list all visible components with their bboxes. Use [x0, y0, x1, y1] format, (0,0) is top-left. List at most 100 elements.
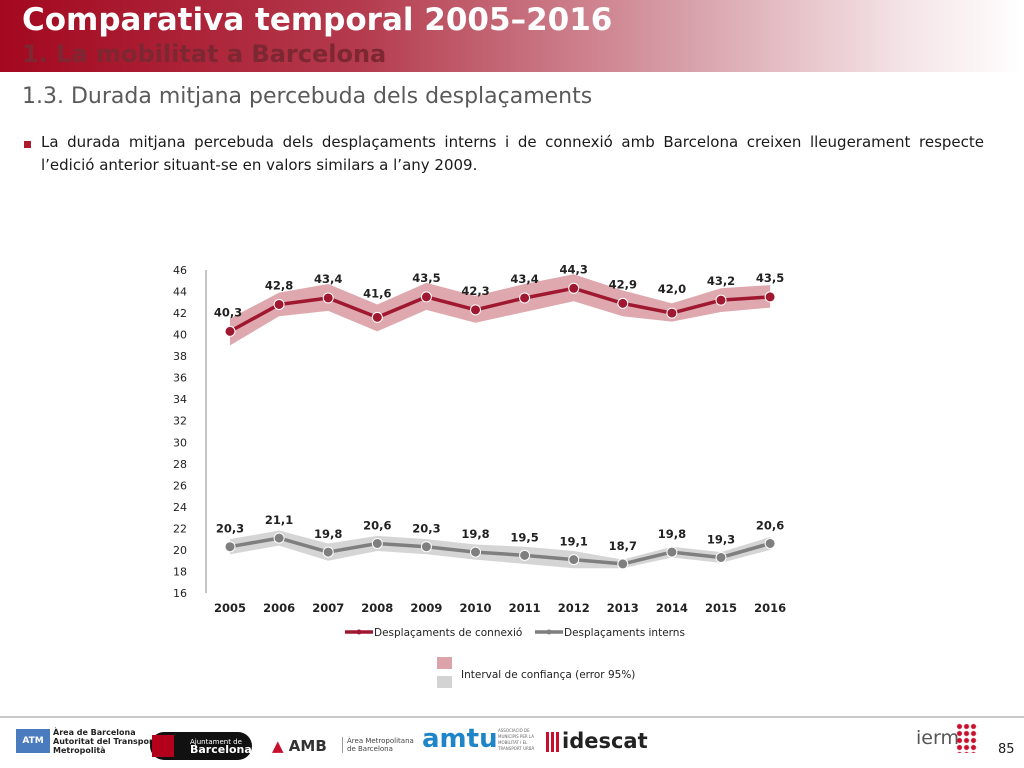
confidence-band-1: [230, 530, 771, 569]
data-point: [371, 537, 383, 549]
atm-line-1: Àrea de Barcelona: [53, 728, 136, 737]
data-label: 21,1: [265, 513, 293, 527]
ajuntament-big: Barcelona: [190, 743, 252, 756]
data-label: 19,3: [707, 532, 735, 546]
y-tick-label: 42: [173, 307, 187, 320]
x-tick-label: 2014: [656, 601, 688, 615]
ci-legend-swatch-interns: [437, 676, 452, 688]
y-tick-label: 20: [173, 544, 187, 557]
page-subtitle: 1. La mobilitat a Barcelona: [22, 40, 387, 68]
data-point: [519, 549, 531, 561]
ajuntament-shield-icon: [152, 735, 174, 757]
data-label: 43,4: [510, 272, 538, 286]
data-point: [322, 292, 334, 304]
amb-description: Àrea Metropolitana de Barcelona: [342, 737, 414, 753]
data-label: 43,2: [707, 274, 735, 288]
amb-logo: ▲ AMB: [272, 737, 327, 755]
y-tick-label: 26: [173, 479, 187, 492]
legend-label-1: Desplaçaments interns: [564, 627, 685, 639]
data-label: 41,6: [363, 286, 391, 300]
atm-logo-text: Àrea de Barcelona Autoritat del Transpor…: [53, 728, 157, 755]
data-point: [420, 541, 432, 553]
data-point: [420, 291, 432, 303]
data-point: [470, 546, 481, 558]
ajuntament-small: Ajuntament de: [190, 738, 242, 746]
data-label: 44,3: [560, 262, 588, 276]
chart: 16 18 20 22 24 26 28 30 32 34 36 38 40 42 44 46 2005 2006…: [173, 262, 786, 688]
data-point: [470, 304, 481, 316]
data-label: 18,7: [609, 539, 637, 553]
data-point: [764, 291, 776, 303]
x-tick-label: 2006: [263, 601, 295, 615]
y-tick-label: 24: [173, 501, 187, 514]
data-point: [666, 307, 678, 319]
data-label: 42,8: [265, 278, 293, 292]
data-label: 19,8: [461, 527, 489, 541]
iermb-logo: ierm: [916, 727, 959, 749]
legend-label-0: Desplaçaments de connexió: [374, 627, 522, 639]
data-point: [666, 546, 678, 558]
data-label: 20,6: [363, 518, 391, 532]
iermb-mark-icon: [956, 723, 978, 753]
data-point: [764, 537, 776, 549]
data-label: 43,5: [756, 271, 784, 285]
data-point: [371, 311, 383, 323]
y-tick-label: 46: [173, 264, 187, 277]
legend-marker-1: [546, 629, 552, 635]
x-tick-label: 2007: [312, 601, 344, 615]
y-tick-label: 28: [173, 458, 187, 471]
amb-line-2: de Barcelona: [347, 745, 393, 753]
atm-logo: ATM: [16, 729, 50, 753]
header-banner: Comparativa temporal 2005–2016 1. La mob…: [0, 0, 1024, 72]
y-tick-label: 30: [173, 436, 187, 449]
data-label: 20,3: [412, 522, 440, 536]
x-tick-label: 2005: [214, 601, 246, 615]
x-tick-label: 2013: [607, 601, 639, 615]
data-point: [715, 294, 727, 306]
data-label: 42,0: [658, 282, 686, 296]
data-point: [224, 325, 236, 337]
data-point: [715, 551, 727, 563]
y-tick-label: 38: [173, 350, 187, 363]
data-label: 42,9: [609, 277, 637, 291]
x-tick-label: 2015: [705, 601, 737, 615]
amb-logo-text: AMB: [288, 737, 327, 755]
ci-legend-swatch-connexio: [437, 657, 452, 669]
legend-marker-0: [356, 629, 362, 635]
data-label: 19,8: [314, 527, 342, 541]
y-tick-label: 22: [173, 522, 187, 535]
x-tick-label: 2012: [558, 601, 590, 615]
data-point: [568, 282, 580, 294]
y-tick-label: 40: [173, 329, 187, 342]
data-point: [224, 541, 236, 553]
series-line-0: [229, 286, 771, 333]
data-label: 42,3: [461, 284, 489, 298]
bullet-text: La durada mitjana percebuda dels desplaç…: [41, 133, 984, 174]
data-label: 40,3: [214, 305, 242, 319]
data-point: [617, 558, 629, 570]
y-tick-label: 34: [173, 393, 187, 406]
data-label: 20,3: [216, 522, 244, 536]
amb-mark-icon: ▲: [272, 737, 284, 755]
ci-legend-label: Interval de confiança (error 95%): [461, 669, 635, 681]
page-number: 85: [998, 742, 1015, 757]
data-label: 43,5: [412, 271, 440, 285]
confidence-band-0: [230, 274, 771, 346]
x-tick-label: 2011: [509, 601, 541, 615]
bullet-square-icon: [24, 141, 31, 148]
y-tick-label: 18: [173, 565, 187, 578]
amb-line-1: Àrea Metropolitana: [347, 737, 414, 745]
y-tick-label: 36: [173, 372, 187, 385]
data-point: [273, 532, 285, 544]
footer-divider: [0, 716, 1024, 718]
data-point: [519, 292, 531, 304]
idescat-logo: idescat: [562, 729, 648, 753]
y-tick-label: 16: [173, 587, 187, 600]
data-label: 43,4: [314, 272, 342, 286]
data-label: 20,6: [756, 518, 784, 532]
data-point: [568, 554, 580, 566]
page-title: Comparativa temporal 2005–2016: [22, 2, 613, 38]
amtu-logo: amtu: [422, 724, 498, 754]
y-tick-label: 44: [173, 286, 187, 299]
x-tick-label: 2009: [410, 601, 442, 615]
